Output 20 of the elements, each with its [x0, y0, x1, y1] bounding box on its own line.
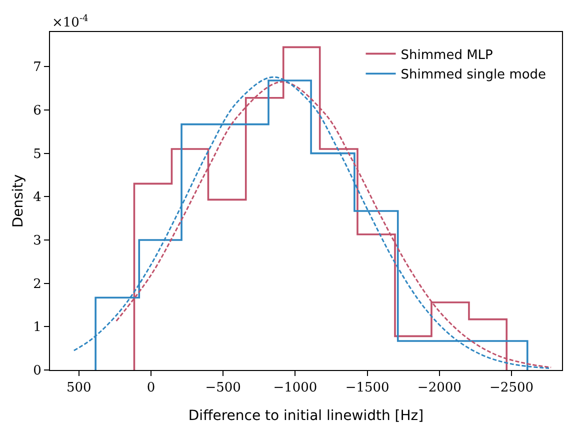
x-tick-label: −2000: [417, 380, 462, 396]
x-axis-title: Difference to initial linewidth [Hz]: [188, 408, 424, 424]
x-tick-label: −1500: [345, 380, 390, 396]
y-tick-label: 3: [33, 234, 42, 249]
y-tick-label: 0: [33, 364, 42, 379]
x-tick-label: −1000: [273, 380, 318, 396]
legend-label: Shimmed MLP: [400, 48, 494, 63]
y-tick-label: 4: [33, 190, 42, 206]
y-tick-label: 5: [33, 146, 42, 162]
y-tick-label: 2: [33, 276, 42, 292]
x-tick-label: −500: [205, 380, 241, 396]
y-tick-label: 7: [33, 60, 42, 76]
legend-label: Shimmed single mode: [400, 68, 546, 83]
text: ×10$^{-4}$: [52, 14, 89, 30]
y-tick-label: 1: [33, 320, 42, 336]
y-tick-label: 6: [33, 104, 42, 119]
x-tick-label: 0: [146, 380, 156, 396]
y-axis-title: Density: [10, 174, 27, 228]
x-tick-label: 500: [66, 380, 92, 396]
x-tick-label: −2500: [490, 380, 534, 396]
